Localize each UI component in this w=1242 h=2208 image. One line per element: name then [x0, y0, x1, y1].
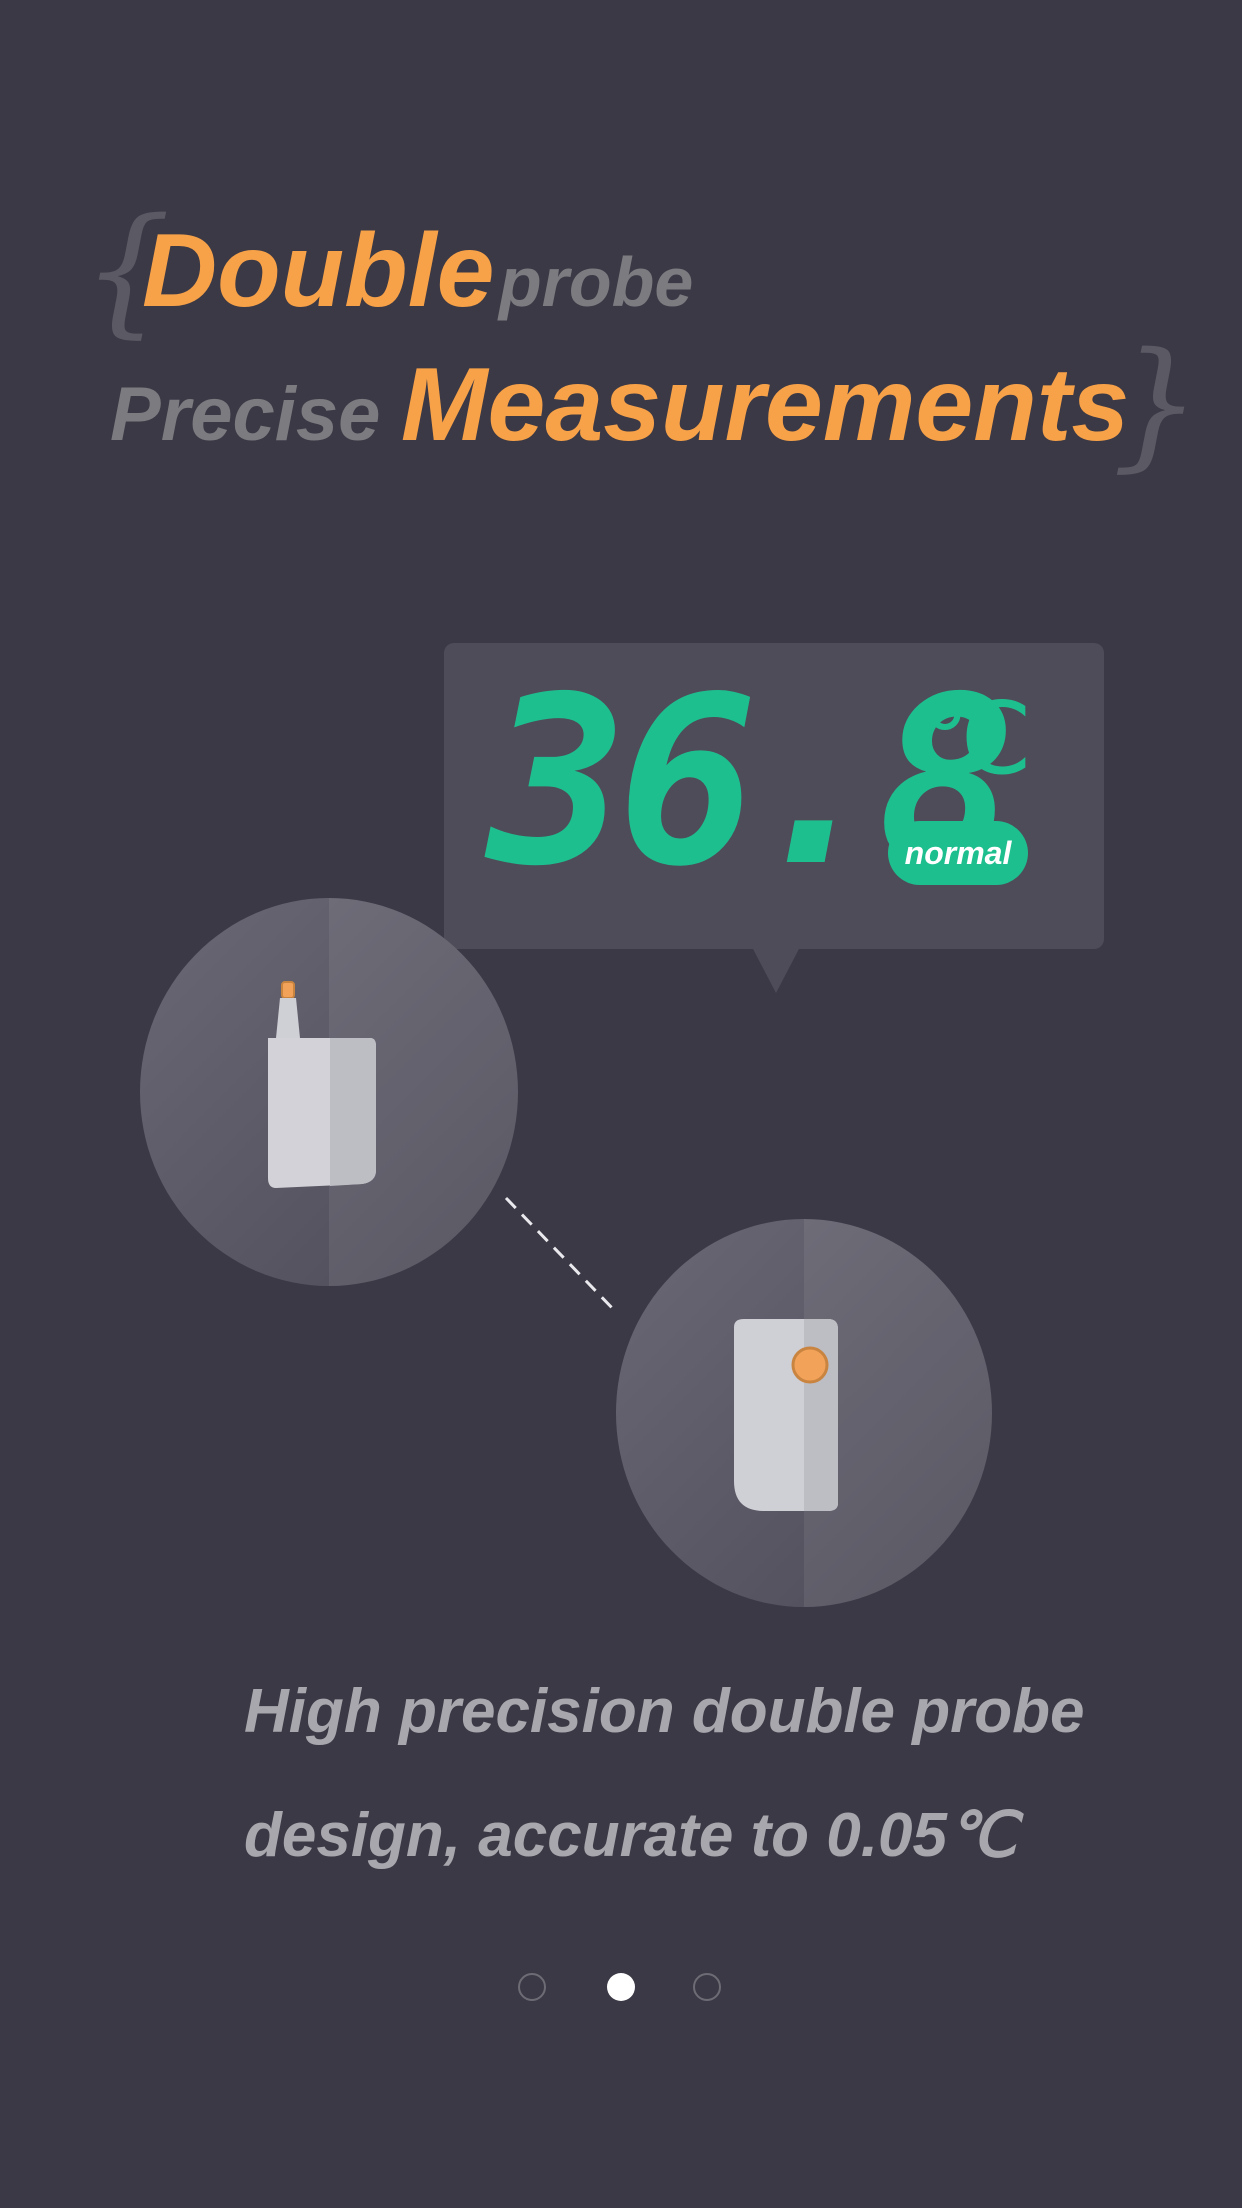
feature-description: High precision double probe design, accu… [244, 1650, 1144, 1898]
temperature-unit: ℃ [920, 683, 1033, 795]
brace-open: { [82, 189, 172, 352]
connection-line [504, 1196, 618, 1314]
temperature-bubble [444, 643, 1104, 949]
probe-circle-right [616, 1219, 992, 1607]
headline-word-precise: Precise [110, 372, 381, 457]
status-badge: normal [888, 821, 1028, 885]
handheld-probe-icon [268, 981, 376, 1188]
headline-line-2: Precise Measurements [110, 346, 1129, 465]
page-dot-3[interactable] [693, 1973, 721, 2001]
page-dot-2[interactable] [607, 1973, 635, 2001]
headline-line-1: Double probe [142, 212, 693, 331]
page-dot-1[interactable] [518, 1973, 546, 2001]
headline-highlight-measurements: Measurements [400, 347, 1130, 463]
headline-highlight-double: Double [142, 213, 495, 329]
description-line-1: High precision double probe [244, 1677, 1085, 1746]
headline-word-probe: probe [498, 243, 694, 321]
brace-close: } [1112, 323, 1202, 486]
probe-circle-left [140, 898, 518, 1286]
description-line-2: design, accurate to 0.05℃ [244, 1801, 1017, 1870]
bubble-tail [752, 947, 800, 993]
patch-probe-icon [734, 1319, 838, 1511]
